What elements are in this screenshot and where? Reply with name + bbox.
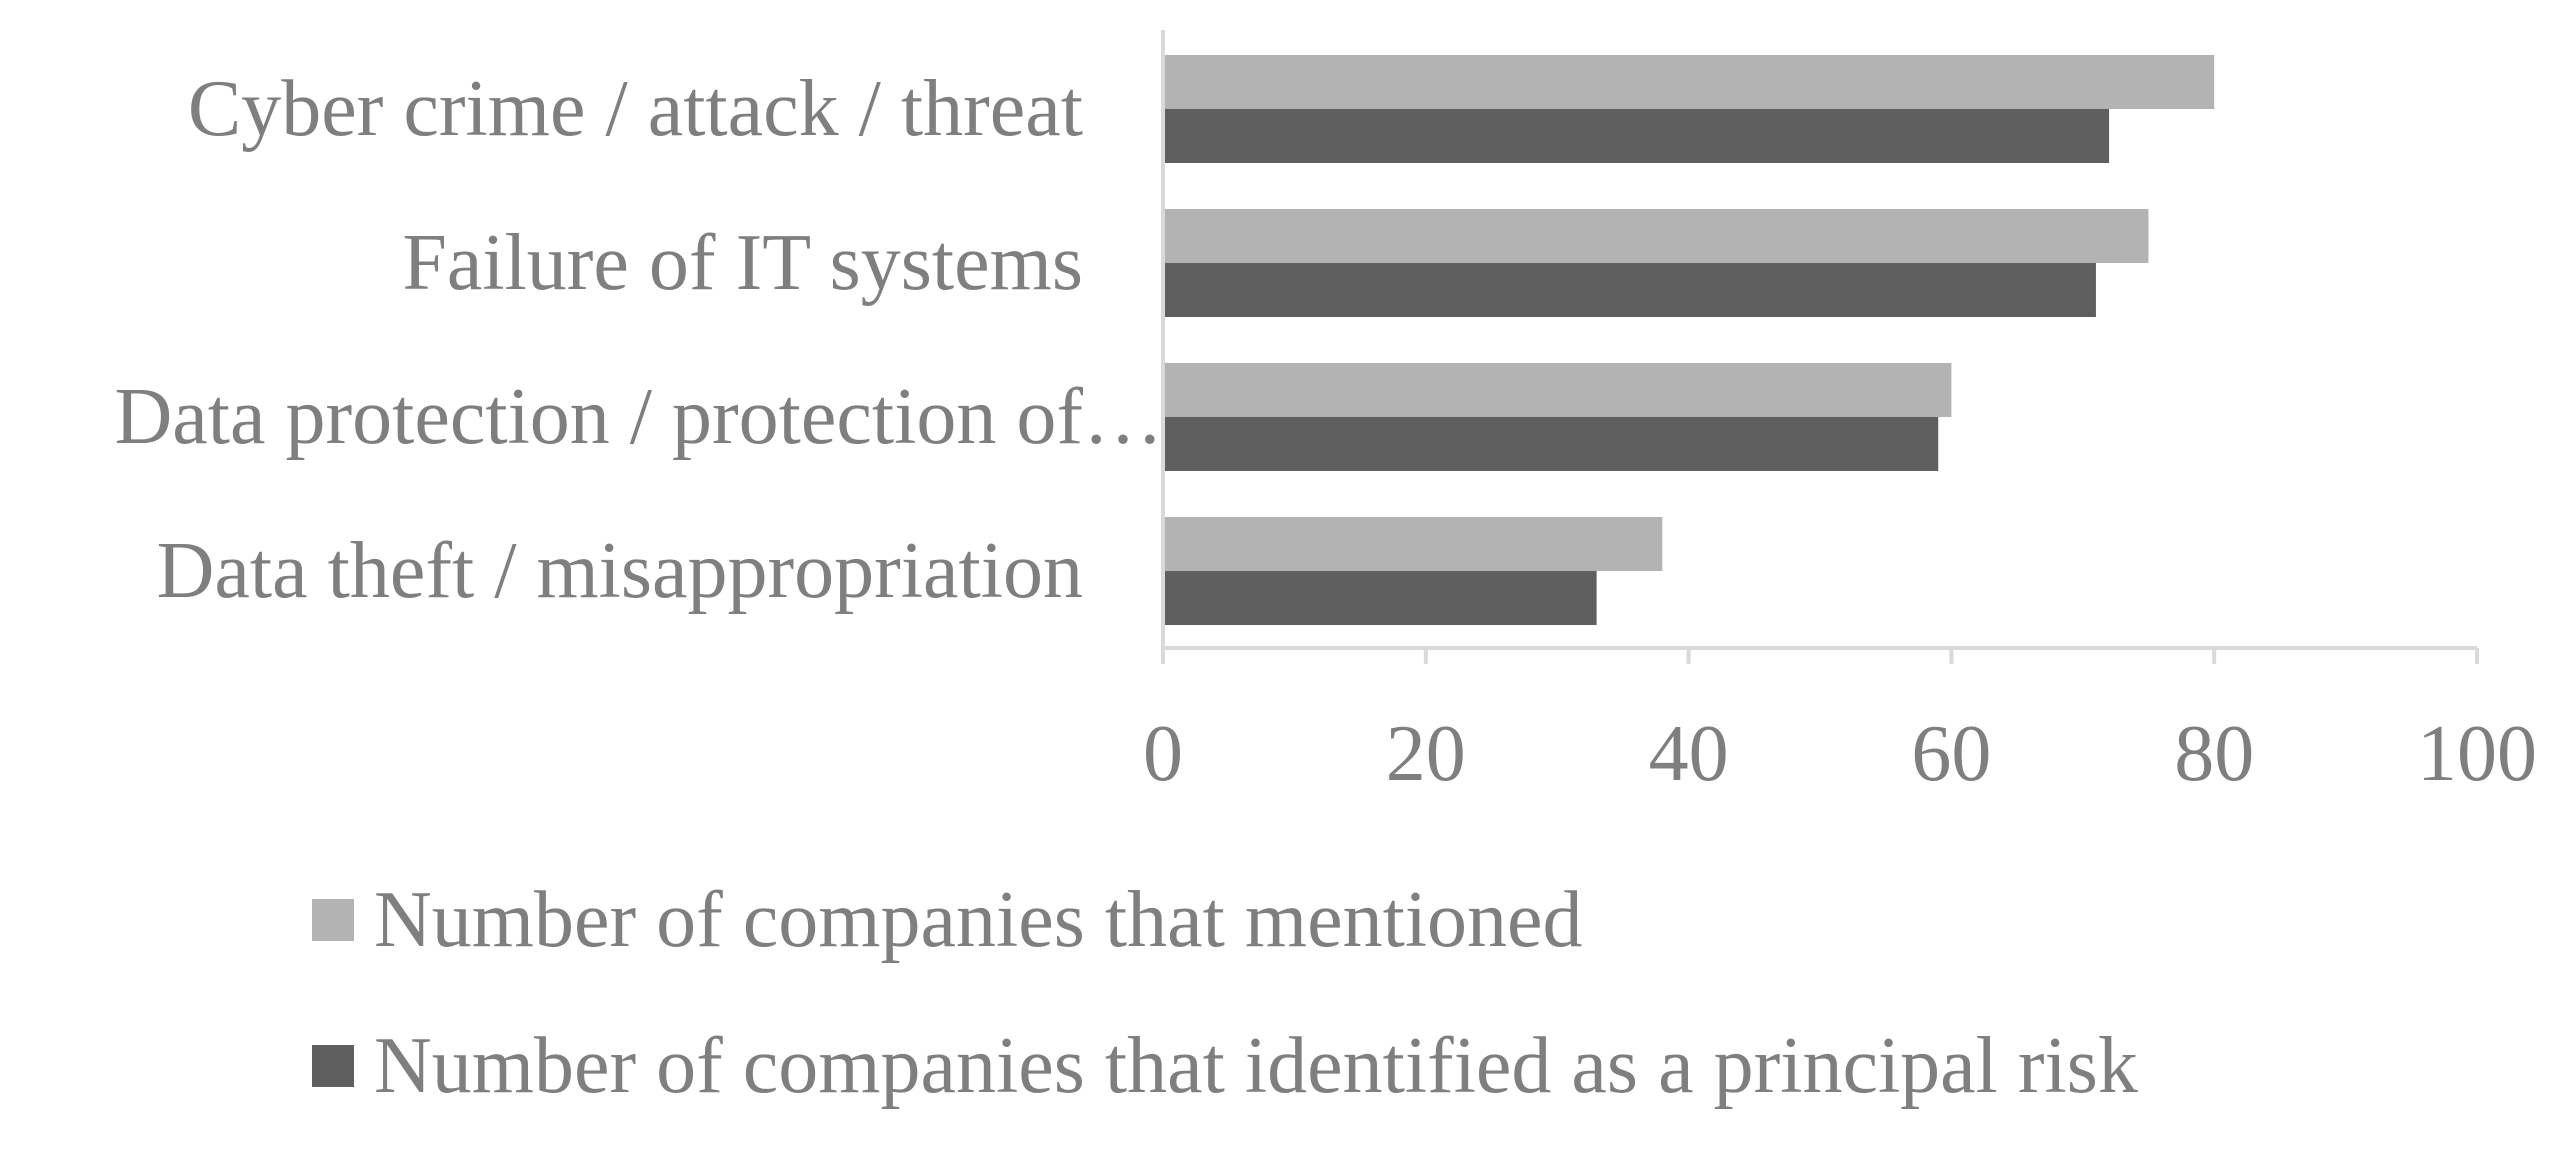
category-label-1: Cyber crime / attack / threat bbox=[187, 65, 1083, 153]
x-tick-label-100: 100 bbox=[2417, 710, 2537, 798]
bar-mentioned-4 bbox=[1163, 517, 1663, 571]
legend-item-mentioned: Number of companies that mentioned bbox=[312, 880, 1583, 960]
bar-principal-risk-3 bbox=[1163, 417, 1939, 471]
category-label-4: Data theft / misappropriation bbox=[156, 527, 1083, 615]
bar-principal-risk-4 bbox=[1163, 571, 1597, 625]
legend-item-principal-risk: Number of companies that identified as a… bbox=[312, 1026, 2138, 1106]
x-tick-label-0: 0 bbox=[1143, 710, 1183, 798]
bar-principal-risk-2 bbox=[1163, 263, 2096, 317]
category-label-3: Data protection / protection of… bbox=[114, 373, 1163, 461]
bar-mentioned-1 bbox=[1163, 55, 2215, 109]
bar-mentioned-2 bbox=[1163, 209, 2149, 263]
legend-label-principal-risk: Number of companies that identified as a… bbox=[374, 1022, 2138, 1110]
x-tick-label-20: 20 bbox=[1385, 710, 1466, 798]
legend-swatch-mentioned bbox=[312, 899, 354, 941]
bar-principal-risk-1 bbox=[1163, 109, 2110, 163]
x-tick-label-60: 60 bbox=[1911, 710, 1992, 798]
legend-label-mentioned: Number of companies that mentioned bbox=[374, 876, 1583, 964]
category-label-2: Failure of IT systems bbox=[402, 219, 1083, 307]
x-tick-label-80: 80 bbox=[2174, 710, 2255, 798]
x-tick-label-40: 40 bbox=[1648, 710, 1729, 798]
bar-mentioned-3 bbox=[1163, 363, 1952, 417]
legend-swatch-principal-risk bbox=[312, 1045, 354, 1087]
